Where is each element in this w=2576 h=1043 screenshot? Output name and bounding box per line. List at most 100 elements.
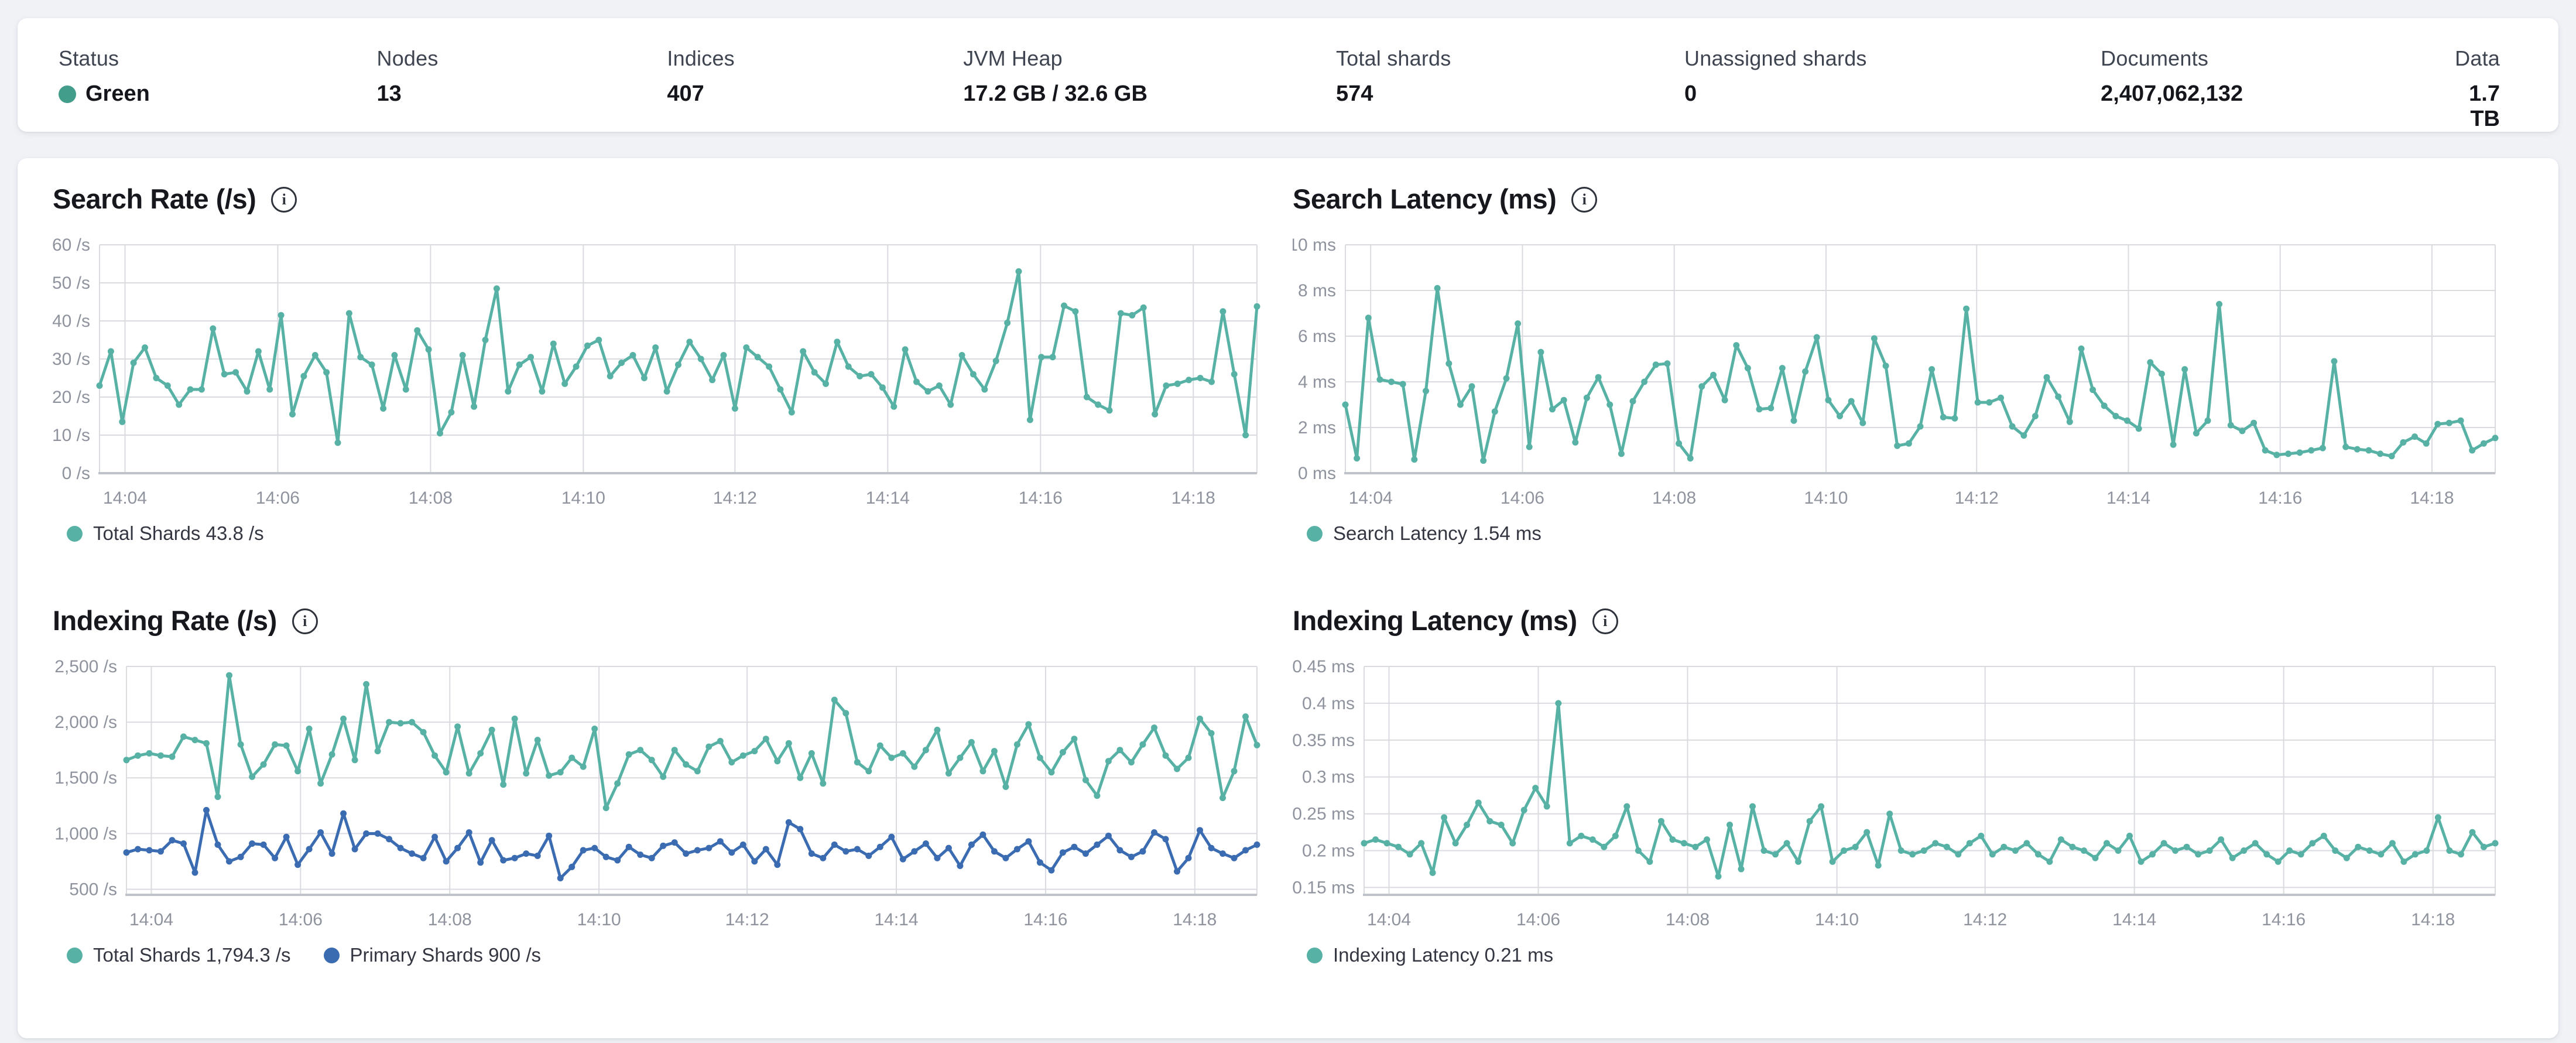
- svg-text:2,500 /s: 2,500 /s: [54, 657, 117, 676]
- svg-text:14:06: 14:06: [279, 910, 323, 929]
- legend-item[interactable]: Indexing Latency 0.21 ms: [1307, 944, 1553, 966]
- info-icon[interactable]: i: [271, 187, 297, 213]
- svg-text:4 ms: 4 ms: [1298, 372, 1336, 392]
- svg-text:14:08: 14:08: [1666, 910, 1710, 929]
- svg-text:0 /s: 0 /s: [62, 464, 90, 483]
- svg-text:0.45 ms: 0.45 ms: [1293, 657, 1355, 676]
- cluster-status-card: Status Green Nodes 13 Indices 407 JVM He…: [18, 18, 2558, 132]
- status-item-indices: Indices 407: [667, 46, 963, 107]
- documents-value: 2,407,062,132: [2101, 81, 2243, 106]
- svg-text:8 ms: 8 ms: [1298, 281, 1336, 300]
- svg-text:20 /s: 20 /s: [53, 388, 90, 407]
- svg-text:14:04: 14:04: [1349, 488, 1393, 508]
- total-shards-label: Total shards: [1335, 46, 1451, 70]
- status-item-jvm-heap: JVM Heap 17.2 GB / 32.6 GB: [963, 46, 1336, 107]
- chart-cell-search-latency: Search Latency (ms) i 0 ms 2 ms 4 ms 6 ms 8 …: [1288, 182, 2500, 545]
- total-shards-value: 574: [1335, 81, 1373, 106]
- svg-text:14:14: 14:14: [2106, 488, 2150, 508]
- search-latency-chart[interactable]: 0 ms 2 ms 4 ms 6 ms 8 ms 10 ms 14:04 14:06 14:08…: [1288, 233, 2500, 508]
- info-icon[interactable]: i: [292, 608, 318, 634]
- svg-text:14:06: 14:06: [1501, 488, 1544, 508]
- chart-cell-search-rate: Search Rate (/s) i 0 /s 10 /s 20 /s 30 /s 40…: [52, 182, 1262, 545]
- svg-text:500 /s: 500 /s: [69, 880, 117, 899]
- svg-text:40 /s: 40 /s: [53, 312, 90, 331]
- status-item-unassigned-shards: Unassigned shards 0: [1684, 46, 2101, 107]
- svg-text:14:18: 14:18: [1171, 488, 1215, 508]
- chart-legend: Total Shards 1,794.3 /s Primary Shards 9…: [67, 944, 1262, 966]
- chart-legend: Search Latency 1.54 ms: [1307, 522, 2500, 545]
- svg-text:6 ms: 6 ms: [1298, 327, 1336, 346]
- indexing-latency-chart[interactable]: 0.15 ms 0.2 ms 0.25 ms 0.3 ms 0.35 ms 0.4 ms 0…: [1292, 655, 2500, 930]
- svg-text:30 /s: 30 /s: [53, 350, 90, 369]
- jvm-heap-value: 17.2 GB / 32.6 GB: [963, 81, 1147, 106]
- svg-text:14:10: 14:10: [561, 488, 605, 508]
- unassigned-shards-label: Unassigned shards: [1684, 46, 1867, 70]
- svg-text:14:18: 14:18: [2411, 910, 2455, 929]
- legend-label: Indexing Latency 0.21 ms: [1333, 944, 1554, 966]
- chart-title: Search Rate (/s): [53, 183, 256, 214]
- metrics-charts-card: Search Rate (/s) i 0 /s 10 /s 20 /s 30 /s 40…: [18, 158, 2558, 1038]
- status-item-health: Status Green: [59, 46, 377, 107]
- svg-text:14:14: 14:14: [2112, 910, 2156, 929]
- chart-cell-indexing-latency: Indexing Latency (ms) i 0.15 ms 0.2 ms 0.2…: [1292, 603, 2500, 966]
- legend-item[interactable]: Total Shards 1,794.3 /s: [67, 944, 291, 966]
- data-label: Data: [2455, 46, 2500, 70]
- svg-text:14:10: 14:10: [1804, 488, 1848, 508]
- legend-item[interactable]: Total Shards 43.8 /s: [67, 522, 264, 545]
- svg-text:14:16: 14:16: [2262, 910, 2306, 929]
- svg-text:14:08: 14:08: [1652, 488, 1696, 508]
- svg-text:14:06: 14:06: [256, 488, 300, 508]
- svg-text:0.25 ms: 0.25 ms: [1293, 805, 1355, 824]
- svg-text:0.4 ms: 0.4 ms: [1302, 694, 1355, 713]
- unassigned-shards-value: 0: [1684, 81, 1697, 106]
- chart-header: Search Rate (/s) i: [53, 182, 1262, 216]
- chart-legend: Indexing Latency 0.21 ms: [1307, 944, 2500, 966]
- data-value: 1.7 TB: [2469, 81, 2500, 131]
- legend-label: Total Shards 43.8 /s: [93, 522, 264, 544]
- svg-text:14:12: 14:12: [1955, 488, 1999, 508]
- svg-text:14:16: 14:16: [2258, 488, 2302, 508]
- svg-text:0 ms: 0 ms: [1298, 464, 1336, 483]
- svg-text:14:04: 14:04: [129, 910, 173, 929]
- svg-text:14:12: 14:12: [713, 488, 757, 508]
- indexing-rate-chart[interactable]: 500 /s 1,000 /s 1,500 /s 2,000 /s 2,500 /s 14…: [53, 655, 1262, 930]
- svg-text:50 /s: 50 /s: [53, 273, 90, 293]
- svg-text:14:18: 14:18: [2410, 488, 2454, 508]
- chart-title: Indexing Rate (/s): [53, 604, 277, 636]
- status-value: Green: [59, 81, 377, 107]
- legend-dot-icon: [323, 947, 340, 963]
- nodes-label: Nodes: [376, 46, 439, 70]
- legend-item[interactable]: Search Latency 1.54 ms: [1307, 522, 1542, 545]
- svg-text:14:12: 14:12: [1963, 910, 2007, 929]
- info-icon[interactable]: i: [1592, 608, 1618, 634]
- status-row: Status Green Nodes 13 Indices 407 JVM He…: [18, 18, 2558, 132]
- svg-text:14:06: 14:06: [1516, 910, 1560, 929]
- info-icon[interactable]: i: [1571, 187, 1598, 213]
- legend-label: Primary Shards 900 /s: [350, 944, 542, 966]
- legend-item[interactable]: Primary Shards 900 /s: [323, 944, 542, 966]
- status-item-documents: Documents 2,407,062,132: [2101, 46, 2455, 107]
- svg-text:0.15 ms: 0.15 ms: [1293, 878, 1355, 897]
- svg-text:1,500 /s: 1,500 /s: [54, 768, 117, 788]
- svg-text:14:10: 14:10: [1815, 910, 1859, 929]
- svg-text:14:04: 14:04: [103, 488, 147, 508]
- legend-dot-icon: [1307, 947, 1323, 963]
- chart-header: Search Latency (ms) i: [1293, 182, 2500, 216]
- status-label: Status: [59, 46, 119, 70]
- svg-text:14:14: 14:14: [866, 488, 910, 508]
- svg-text:14:18: 14:18: [1173, 910, 1217, 929]
- svg-text:10 ms: 10 ms: [1293, 235, 1336, 255]
- legend-dot-icon: [67, 525, 83, 542]
- svg-text:14:08: 14:08: [428, 910, 472, 929]
- svg-text:14:14: 14:14: [874, 910, 918, 929]
- svg-text:60 /s: 60 /s: [53, 235, 90, 255]
- svg-text:0.35 ms: 0.35 ms: [1293, 731, 1355, 750]
- svg-text:14:16: 14:16: [1019, 488, 1063, 508]
- svg-text:2 ms: 2 ms: [1298, 418, 1336, 437]
- chart-title: Search Latency (ms): [1293, 183, 1557, 214]
- nodes-value: 13: [376, 81, 402, 106]
- chart-title: Indexing Latency (ms): [1293, 604, 1577, 636]
- health-value-text: Green: [85, 81, 150, 106]
- search-rate-chart[interactable]: 0 /s 10 /s 20 /s 30 /s 40 /s 50 /s 60 /s 14:04 1…: [52, 233, 1262, 508]
- status-item-nodes: Nodes 13: [377, 46, 667, 107]
